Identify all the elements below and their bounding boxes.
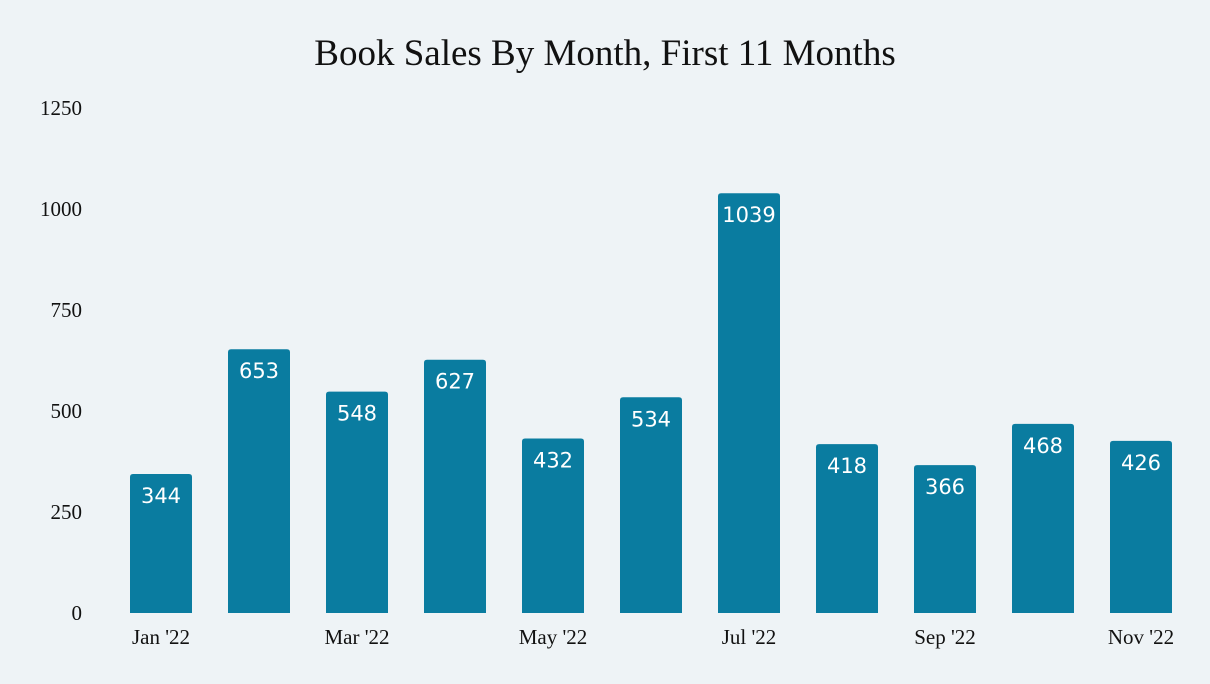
bar-value-label: 548	[337, 402, 377, 426]
bar	[914, 465, 976, 613]
y-tick-label: 250	[51, 500, 83, 524]
bar-value-label: 344	[141, 484, 181, 508]
y-tick-label: 1000	[40, 197, 82, 221]
bar	[228, 349, 290, 613]
x-tick-label: Jul '22	[722, 625, 777, 649]
bar-value-label: 432	[533, 448, 573, 472]
bar	[522, 438, 584, 613]
y-axis: 0 250 500 750 1000 1250	[40, 96, 82, 625]
x-tick-label: Sep '22	[914, 625, 976, 649]
y-tick-label: 750	[51, 298, 83, 322]
bar	[1012, 423, 1074, 613]
bar-value-label: 534	[631, 407, 671, 431]
bars-group: 344 653 548 627 432 534 1039 418 366 468 426	[130, 193, 1172, 613]
y-tick-label: 1250	[40, 96, 82, 120]
bar-value-label: 426	[1121, 451, 1161, 475]
bar	[326, 391, 388, 613]
bar-value-label: 366	[925, 475, 965, 499]
x-axis: Jan '22 Mar '22 May '22 Jul '22 Sep '22 Nov '…	[132, 625, 1174, 649]
bar-value-label: 468	[1023, 434, 1063, 458]
bar-value-label: 653	[239, 359, 279, 383]
y-tick-label: 500	[51, 399, 83, 423]
chart-title: Book Sales By Month, First 11 Months	[314, 33, 895, 74]
bar	[620, 397, 682, 613]
x-tick-label: May '22	[519, 625, 588, 649]
y-tick-label: 0	[72, 601, 83, 625]
bar	[424, 359, 486, 613]
bar-value-label: 627	[435, 370, 475, 394]
x-tick-label: Mar '22	[324, 625, 389, 649]
bar-value-label: 1039	[722, 203, 775, 227]
bar-value-label: 418	[827, 454, 867, 478]
x-tick-label: Nov '22	[1108, 625, 1174, 649]
x-tick-label: Jan '22	[132, 625, 190, 649]
bar	[816, 444, 878, 613]
bar	[130, 474, 192, 613]
bar	[1110, 440, 1172, 613]
bar	[718, 193, 780, 613]
